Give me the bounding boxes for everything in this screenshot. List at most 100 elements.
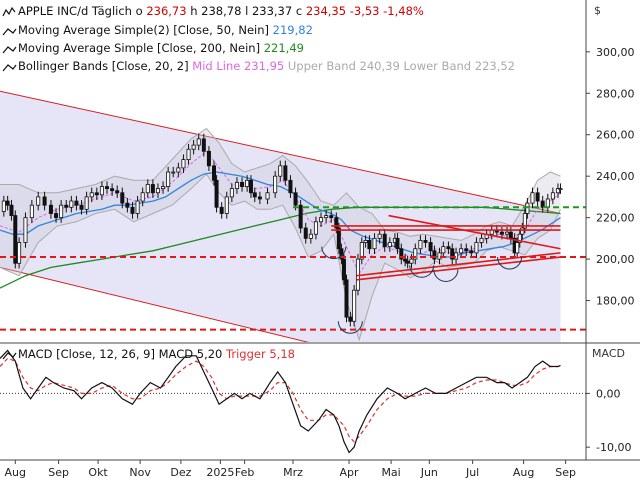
price-y-tick-label: 220,00 <box>596 212 635 225</box>
channel-upper-line <box>0 90 561 214</box>
time-axis: Aug Sep Okt Nov Dez 2025 Feb Mrz Apr Mai Jun Jul Aug… <box>5 460 576 479</box>
price-candle <box>64 204 69 208</box>
rising-trend-line <box>356 256 561 281</box>
price-candle <box>508 231 513 239</box>
macd-axis-label: MACD <box>592 347 625 360</box>
price-candle <box>181 159 186 169</box>
price-y-tick-label: 260,00 <box>596 129 635 142</box>
time-tick-label: Dez <box>170 466 191 479</box>
line-style-icon <box>2 352 17 360</box>
price-channel-layer <box>0 90 561 342</box>
price-candle <box>229 188 234 198</box>
macd-lines-layer <box>0 349 561 454</box>
sma200-label: Moving Average Simple <box>18 41 153 55</box>
price-candle <box>382 233 387 248</box>
price-candle <box>214 179 219 208</box>
sma50-legend: Moving Average Simple(2) [Close, 50, Nei… <box>2 23 313 37</box>
price-candle <box>155 188 160 194</box>
price-candle <box>273 175 278 194</box>
time-tick-label: Nov <box>129 466 151 479</box>
time-tick-label: Feb <box>235 466 254 479</box>
price-candle <box>520 227 525 235</box>
svg-text:Moving Average Simple [Close,: Moving Average Simple [Close, 200, Nein]… <box>18 41 304 55</box>
price-candle <box>23 217 28 243</box>
price-candle <box>110 188 115 192</box>
price-candle <box>84 196 89 210</box>
price-candle <box>69 200 74 208</box>
price-candle <box>329 215 334 219</box>
time-tick-label: Mai <box>381 466 400 479</box>
price-candle <box>474 242 479 254</box>
price-candle <box>367 240 372 250</box>
close-label: c <box>296 4 302 18</box>
price-candle <box>176 167 181 173</box>
macd-label: MACD <box>18 347 53 361</box>
price-candle <box>283 165 288 181</box>
price-candle <box>150 184 155 194</box>
price-candle <box>558 188 563 191</box>
price-candle <box>13 215 18 264</box>
price-candle <box>387 242 392 248</box>
sma200-params: [Close, 200, Nein] <box>157 41 260 55</box>
price-header: APPLE INC/d Täglich o 236,73 h 238,78 l … <box>2 4 515 73</box>
price-candle <box>441 246 446 254</box>
price-candle <box>89 192 94 198</box>
bb-mid-value: 231,95 <box>244 59 284 73</box>
price-candle <box>540 200 545 208</box>
macd-header: MACD [Close, 12, 26, 9] MACD 5,20 Trigge… <box>2 347 295 361</box>
price-candle <box>9 204 14 216</box>
price-candle <box>437 252 442 260</box>
price-candle <box>252 192 257 198</box>
price-candle <box>196 138 201 146</box>
price-y-tick-label: 280,00 <box>596 87 635 100</box>
macd-value: 5,20 <box>197 347 223 361</box>
price-candle <box>522 213 527 229</box>
price-candle <box>418 240 423 250</box>
price-candle <box>94 192 99 196</box>
price-candle <box>74 200 79 206</box>
price-lines-layer <box>0 133 563 327</box>
macd-params: [Close, 12, 26, 9] <box>56 347 155 361</box>
price-candle <box>166 171 171 187</box>
price-candle <box>278 165 283 177</box>
price-candle <box>372 237 377 250</box>
svg-text:Bollinger Bands [Close, 20, 2]: Bollinger Bands [Close, 20, 2] Mid Line … <box>18 59 515 73</box>
price-candle <box>293 192 298 206</box>
price-candle <box>234 181 239 190</box>
price-candle <box>530 192 535 204</box>
price-candle <box>464 248 469 252</box>
price-candle <box>405 260 410 264</box>
price-candle <box>5 200 10 206</box>
macd-value-label: MACD <box>159 347 194 361</box>
price-candle <box>308 233 313 239</box>
price-candle <box>303 227 308 239</box>
price-candle <box>450 248 455 260</box>
price-y-tick-label: 180,00 <box>596 295 635 308</box>
price-candle <box>42 196 47 206</box>
macd-y-tick-label: 0,00 <box>596 387 621 400</box>
macd-trigger-line <box>0 357 561 443</box>
price-candle <box>54 213 59 219</box>
price-y-axis: 300,00 280,00 260,00 240,00 220,00 200,00 180,… <box>586 46 635 308</box>
macd-y-axis: 0,00 -10,00 <box>586 387 631 454</box>
price-candle <box>515 242 520 254</box>
price-candle <box>348 316 353 322</box>
price-candle <box>344 279 349 318</box>
price-candle <box>59 204 64 219</box>
time-tick-label: Sep <box>555 466 576 479</box>
price-candle <box>432 250 437 260</box>
svg-text:MACD [Close, 12, 26, 9] MACD 5: MACD [Close, 12, 26, 9] MACD 5,20 Trigge… <box>18 347 295 361</box>
price-candle <box>550 192 555 200</box>
open-value: 236,73 <box>146 4 186 18</box>
price-candle <box>140 192 145 202</box>
price-candle <box>341 258 346 281</box>
price-candle <box>459 248 464 254</box>
price-candle <box>399 248 404 260</box>
time-tick-label: Aug <box>5 466 26 479</box>
low-circle-marker <box>409 265 435 278</box>
low-circle-marker <box>497 256 523 270</box>
price-candle <box>186 148 191 160</box>
price-candle <box>298 204 303 229</box>
time-tick-label: Jun <box>420 466 438 479</box>
